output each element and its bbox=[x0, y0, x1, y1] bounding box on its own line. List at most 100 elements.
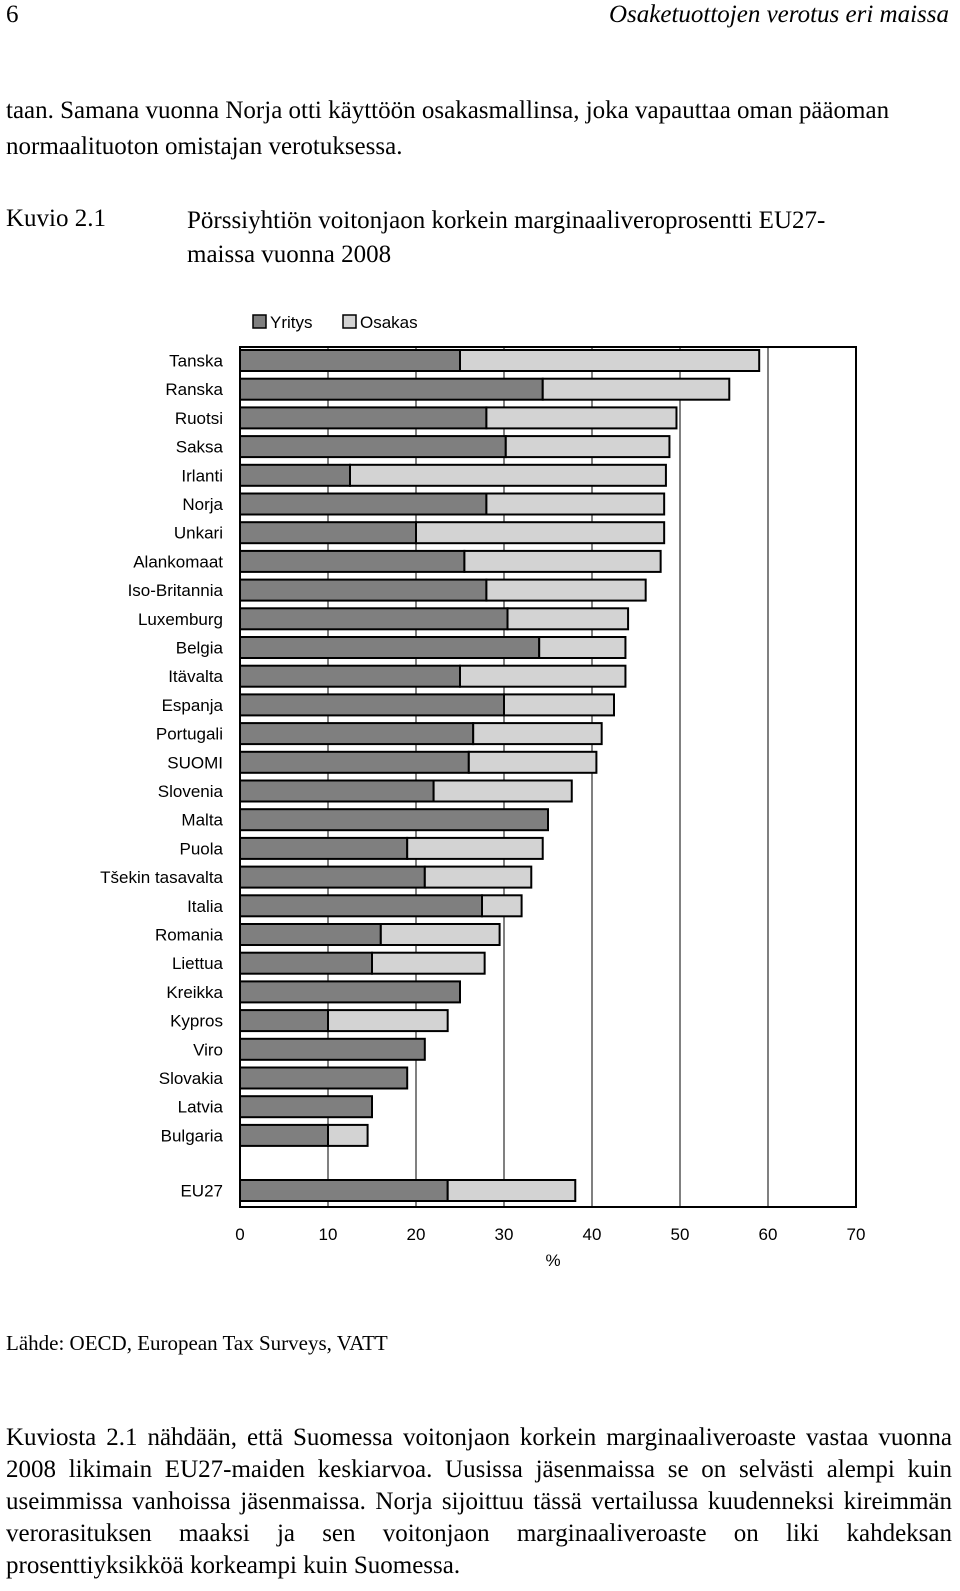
bar-italia-osakas bbox=[481, 894, 523, 918]
bar-iso-britannia-yritys bbox=[239, 578, 488, 602]
bar-tanska-osakas bbox=[459, 349, 761, 372]
bar-kreikka-yritys bbox=[239, 980, 461, 1004]
bar-alankomaat-osakas bbox=[463, 549, 662, 573]
category-label-unkari: Unkari bbox=[174, 524, 223, 543]
bar-unkari-osakas bbox=[415, 521, 666, 545]
bar-luxemburg-yritys bbox=[239, 607, 509, 631]
chart-x-ticks: 0 10 20 30 40 50 60 70 bbox=[235, 1225, 865, 1244]
bar-latvia-yritys bbox=[239, 1095, 373, 1119]
bar-portugali-yritys bbox=[239, 722, 475, 746]
bar-irlanti-yritys bbox=[239, 463, 351, 487]
category-label-puola: Puola bbox=[180, 839, 224, 858]
bar-viro-yritys bbox=[239, 1037, 426, 1061]
category-label-romania: Romania bbox=[155, 926, 224, 945]
category-label-italia: Italia bbox=[187, 897, 223, 916]
bar-norja-osakas bbox=[485, 492, 666, 516]
bar-malta-yritys bbox=[239, 808, 549, 832]
bar-eu27-osakas bbox=[446, 1179, 577, 1202]
intro-paragraph: taan. Samana vuonna Norja otti käyttöön … bbox=[6, 97, 890, 160]
bar-unkari-yritys bbox=[239, 521, 417, 545]
category-label-latvia: Latvia bbox=[178, 1098, 224, 1117]
bar-chart: Yritys Osakas Tanska Ranska Ruotsi Saksa Irla… bbox=[100, 313, 865, 1270]
figure-title: Pörssiyhtiön voitonjaon korkein marginaa… bbox=[187, 207, 826, 268]
x-tick-label-30: 30 bbox=[495, 1225, 514, 1244]
legend-label-yritys: Yritys bbox=[270, 313, 313, 332]
bar-saksa-yritys bbox=[239, 435, 507, 459]
category-label-bulgaria: Bulgaria bbox=[161, 1126, 224, 1145]
bar-liettua-osakas bbox=[371, 951, 486, 975]
figure-source: Lähde: OECD, European Tax Surveys, VATT bbox=[6, 1331, 388, 1355]
bar-portugali-osakas bbox=[472, 722, 603, 746]
bar-ruotsi-osakas bbox=[485, 406, 678, 430]
bar-belgia-yritys bbox=[239, 636, 541, 659]
legend-label-osakas: Osakas bbox=[360, 313, 418, 332]
bar-puola-osakas bbox=[406, 836, 544, 860]
bar-romania-yritys bbox=[239, 923, 382, 946]
x-tick-label-20: 20 bbox=[407, 1225, 426, 1244]
bar-bulgaria-yritys bbox=[239, 1123, 329, 1147]
category-label-slovenia: Slovenia bbox=[158, 782, 224, 801]
category-label-portugali: Portugali bbox=[156, 725, 223, 744]
category-label-tanska: Tanska bbox=[169, 352, 223, 371]
bar-tsekin-tasavalta-yritys bbox=[239, 865, 426, 889]
bar-liettua-yritys bbox=[239, 951, 373, 975]
category-label-belgia: Belgia bbox=[176, 639, 224, 658]
category-label-alankomaat: Alankomaat bbox=[133, 552, 223, 571]
bar-suomi-osakas bbox=[467, 750, 598, 774]
bar-saksa-osakas bbox=[504, 435, 671, 459]
chart-grid bbox=[239, 346, 857, 1208]
bar-eu27-yritys bbox=[239, 1179, 449, 1202]
bar-ranska-osakas bbox=[541, 377, 731, 401]
plot-frame bbox=[239, 346, 857, 1208]
category-label-suomi: SUOMI bbox=[167, 753, 223, 772]
bar-norja-yritys bbox=[239, 492, 488, 516]
bar-espanja-osakas bbox=[503, 693, 615, 717]
bar-puola-yritys bbox=[239, 836, 409, 860]
bar-kypros-osakas bbox=[327, 1009, 449, 1033]
category-label-kypros: Kypros bbox=[170, 1012, 223, 1031]
page-number: 6 bbox=[6, 1, 19, 28]
closing-paragraph: Kuviosta 2.1 nähdään, että Suomessa voit… bbox=[6, 1424, 952, 1579]
bar-ranska-yritys bbox=[239, 377, 544, 401]
category-label-ranska: Ranska bbox=[165, 380, 223, 399]
x-axis-label: % bbox=[545, 1251, 560, 1270]
chart-legend: Yritys Osakas bbox=[252, 313, 418, 332]
category-label-viro: Viro bbox=[193, 1040, 223, 1059]
bar-tanska-yritys bbox=[239, 349, 461, 372]
bar-kypros-yritys bbox=[239, 1009, 329, 1033]
bar-itavalta-yritys bbox=[239, 664, 461, 688]
bar-iso-britannia-osakas bbox=[485, 578, 647, 602]
x-tick-label-70: 70 bbox=[847, 1225, 866, 1244]
category-label-saksa: Saksa bbox=[176, 438, 224, 457]
chart-category-labels: Tanska Ranska Ruotsi Saksa Irlanti Norja Unkar… bbox=[100, 352, 223, 1201]
bar-ruotsi-yritys bbox=[239, 406, 488, 430]
category-label-itavalta: Itävalta bbox=[168, 667, 223, 686]
bar-slovenia-yritys bbox=[239, 779, 435, 803]
bar-espanja-yritys bbox=[239, 693, 505, 717]
bar-irlanti-osakas bbox=[349, 463, 667, 487]
bar-belgia-osakas bbox=[538, 636, 627, 659]
category-label-ruotsi: Ruotsi bbox=[175, 409, 223, 428]
legend-swatch-osakas bbox=[342, 314, 357, 329]
legend-swatch-yritys bbox=[252, 314, 267, 329]
bar-slovakia-yritys bbox=[239, 1066, 409, 1090]
running-header: Osaketuottojen verotus eri maissa bbox=[608, 1, 949, 28]
category-label-espanja: Espanja bbox=[162, 696, 224, 715]
x-tick-label-60: 60 bbox=[759, 1225, 778, 1244]
bar-alankomaat-yritys bbox=[239, 549, 466, 573]
x-tick-label-0: 0 bbox=[235, 1225, 244, 1244]
category-label-irlanti: Irlanti bbox=[181, 466, 223, 485]
category-label-malta: Malta bbox=[181, 811, 223, 830]
chart-bars bbox=[239, 349, 761, 1202]
bar-tsekin-tasavalta-osakas bbox=[423, 865, 533, 889]
category-label-eu27: EU27 bbox=[180, 1182, 223, 1201]
category-label-iso-britannia: Iso-Britannia bbox=[128, 581, 224, 600]
bar-slovenia-osakas bbox=[432, 779, 573, 803]
category-label-kreikka: Kreikka bbox=[166, 983, 223, 1002]
figure-number: Kuvio 2.1 bbox=[6, 205, 106, 232]
bar-romania-osakas bbox=[379, 923, 501, 946]
category-label-luxemburg: Luxemburg bbox=[138, 610, 223, 629]
bar-suomi-yritys bbox=[239, 750, 470, 774]
category-label-liettua: Liettua bbox=[172, 954, 224, 973]
x-tick-label-40: 40 bbox=[583, 1225, 602, 1244]
